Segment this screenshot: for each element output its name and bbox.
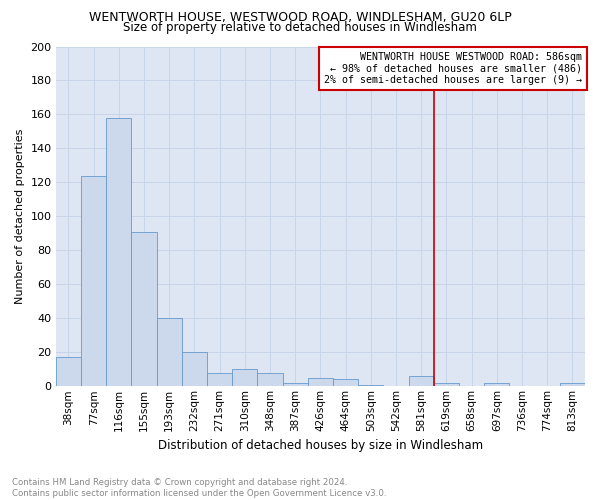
Bar: [131, 232, 157, 386]
Text: WENTWORTH HOUSE, WESTWOOD ROAD, WINDLESHAM, GU20 6LP: WENTWORTH HOUSE, WESTWOOD ROAD, WINDLESH…: [89, 11, 511, 24]
Bar: [358, 384, 383, 386]
Bar: [283, 383, 308, 386]
Bar: [257, 372, 283, 386]
Text: WENTWORTH HOUSE WESTWOOD ROAD: 586sqm
← 98% of detached houses are smaller (486): WENTWORTH HOUSE WESTWOOD ROAD: 586sqm ← …: [325, 52, 583, 85]
Bar: [207, 372, 232, 386]
Bar: [308, 378, 333, 386]
Bar: [409, 376, 434, 386]
Text: Size of property relative to detached houses in Windlesham: Size of property relative to detached ho…: [123, 21, 477, 34]
Bar: [157, 318, 182, 386]
Text: Contains HM Land Registry data © Crown copyright and database right 2024.
Contai: Contains HM Land Registry data © Crown c…: [12, 478, 386, 498]
Bar: [81, 176, 106, 386]
Bar: [484, 383, 509, 386]
Bar: [182, 352, 207, 386]
Bar: [560, 383, 585, 386]
Bar: [434, 383, 459, 386]
Bar: [232, 370, 257, 386]
X-axis label: Distribution of detached houses by size in Windlesham: Distribution of detached houses by size …: [158, 440, 483, 452]
Bar: [106, 118, 131, 386]
Bar: [333, 380, 358, 386]
Bar: [56, 358, 81, 386]
Y-axis label: Number of detached properties: Number of detached properties: [15, 128, 25, 304]
